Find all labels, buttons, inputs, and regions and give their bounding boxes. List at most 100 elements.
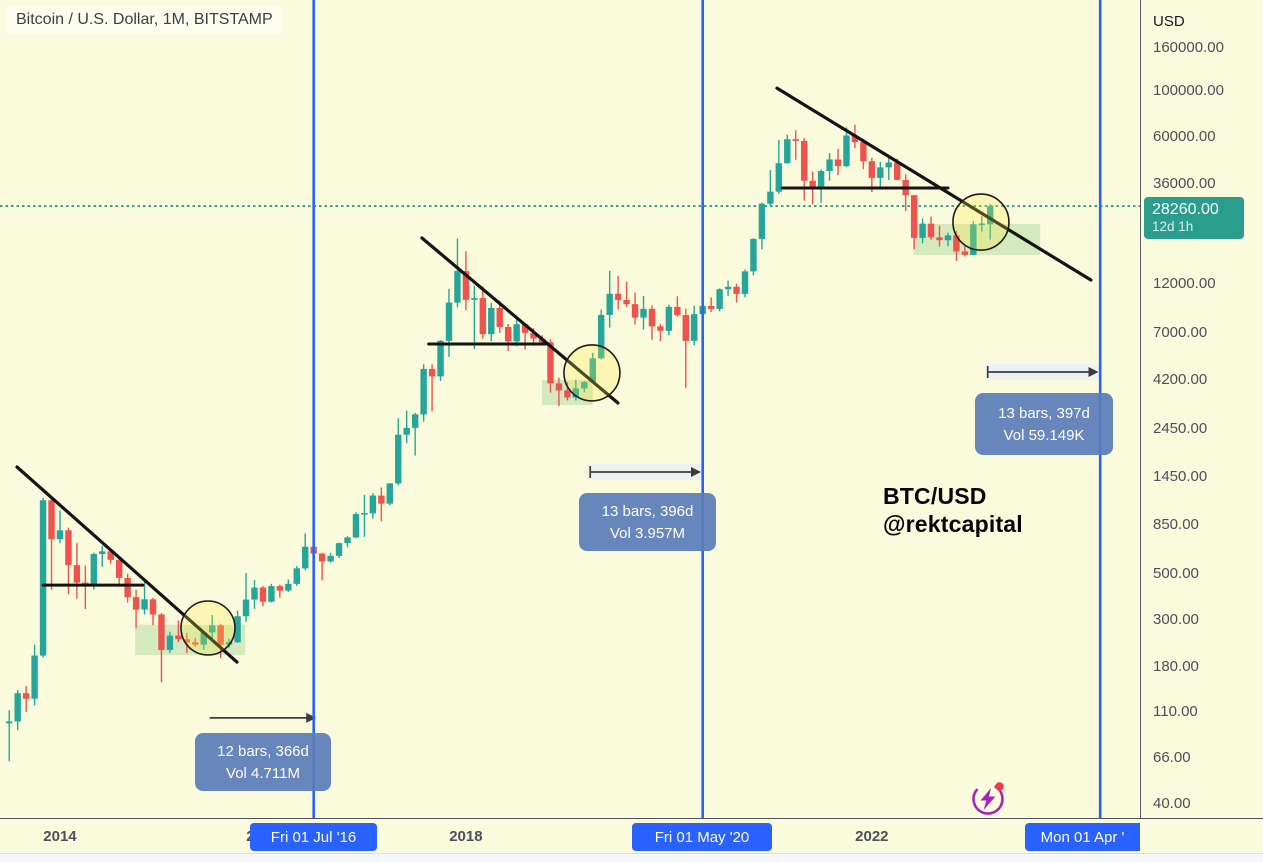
candlestick-chart[interactable] [0, 0, 1140, 818]
candle-body [970, 224, 977, 255]
candle-body [200, 632, 207, 645]
halving-date-badge-3: Mon 01 Apr ' [1025, 823, 1140, 851]
candle-body [352, 514, 360, 538]
candle-body [285, 583, 292, 591]
candle-body [276, 586, 284, 591]
candle-body [953, 235, 960, 252]
candle-body [234, 616, 241, 643]
candle-body [124, 577, 131, 598]
candle-body [479, 298, 487, 335]
candle-body [242, 599, 250, 617]
candle-body [961, 251, 969, 255]
candle-body [158, 614, 165, 650]
halving-date-badge-1: Fri 01 Jul '16 [250, 823, 377, 851]
rektcapital-logo-icon [966, 777, 1010, 818]
candle-body [335, 543, 343, 556]
candle-body [56, 530, 64, 540]
breakout-circle-drawing[interactable] [952, 193, 1010, 251]
currency-label: USD [1153, 13, 1185, 30]
price-tick-label: 60000.00 [1153, 128, 1216, 146]
measure-volume-text: Vol 3.957M [609, 524, 686, 542]
measure-arrowhead-icon [1088, 367, 1099, 378]
candle-body [894, 162, 901, 180]
candle-body [149, 599, 157, 615]
measure-arrowhead-icon [306, 712, 317, 723]
candle-body [598, 314, 605, 359]
candle-body [521, 324, 529, 333]
symbol-legend[interactable]: Bitcoin / U.S. Dollar, 1M, BITSTAMP [6, 6, 283, 34]
candlestick-series[interactable] [6, 124, 994, 762]
bar-countdown: 12d 1h [1152, 219, 1194, 234]
candle-body [614, 293, 622, 301]
price-tick-label: 7000.00 [1153, 324, 1208, 342]
year-tick-label: 2018 [449, 828, 483, 845]
candle-body [141, 599, 148, 610]
downtrend-line-drawing[interactable] [15, 465, 239, 664]
breakout-circle-drawing[interactable] [180, 600, 236, 656]
candle-body [488, 307, 495, 335]
candle-body [707, 305, 715, 309]
price-tick-label: 180.00 [1153, 657, 1199, 675]
candle-body [411, 414, 419, 428]
candle-body [530, 332, 537, 339]
candle-body [682, 315, 689, 341]
candle-body [572, 388, 580, 398]
candle-body [885, 162, 892, 168]
watermark-symbol: BTC/USD [883, 483, 987, 509]
candle-body [107, 551, 114, 560]
candle-body [344, 537, 351, 544]
candle-body [674, 306, 681, 316]
candle-body [640, 308, 647, 318]
candle-body [420, 368, 427, 415]
candle-body [496, 307, 503, 327]
price-tick-label: 12000.00 [1153, 275, 1216, 293]
candle-body [750, 238, 757, 272]
candle-body [445, 302, 453, 341]
candle-body [403, 427, 410, 435]
candle-body [132, 597, 140, 610]
candle-body [175, 635, 182, 640]
candle-body [471, 298, 478, 300]
candle-body [547, 342, 554, 384]
candle-body [860, 142, 867, 162]
chart-pane[interactable]: Bitcoin / U.S. Dollar, 1M, BITSTAMP BTC/… [0, 0, 1140, 818]
candle-body [589, 358, 596, 383]
measure-arrowhead-icon [691, 466, 702, 477]
downtrend-line-drawing[interactable] [775, 86, 1093, 282]
candle-body [724, 286, 732, 290]
price-tick-label: 36000.00 [1153, 174, 1216, 192]
price-axis[interactable]: USD 28260.00 12d 1h 160000.00 100000.00 60… [1140, 0, 1263, 818]
measure-label-3[interactable]: 13 bars, 397d Vol 59.149K [975, 393, 1113, 455]
measure-label-2[interactable]: 13 bars, 396d Vol 3.957M [579, 493, 716, 551]
candle-body [919, 223, 926, 238]
accumulation-zone-box[interactable] [135, 624, 246, 656]
halving-date-text: Fri 01 May '20 [654, 828, 750, 846]
candle-body [259, 587, 267, 602]
halving-date-text: Fri 01 Jul '16 [270, 828, 357, 846]
window-bottom-strip [0, 853, 1263, 862]
price-tick-label: 2450.00 [1153, 419, 1208, 437]
candle-body [775, 163, 783, 192]
candle-body [648, 308, 656, 327]
year-tick-label: 2022 [855, 828, 889, 845]
candle-body [293, 568, 300, 584]
price-tick-label: 4200.00 [1153, 370, 1208, 388]
breakout-circle-drawing[interactable] [563, 344, 621, 402]
candle-body [741, 271, 749, 294]
candle-body [817, 171, 825, 187]
measure-label-1[interactable]: 12 bars, 366d Vol 4.711M [195, 733, 331, 791]
candle-body [6, 721, 13, 724]
candle-body [665, 306, 673, 331]
last-price-value: 28260.00 [1152, 201, 1219, 218]
price-tick-label: 850.00 [1153, 516, 1199, 534]
candle-body [716, 289, 723, 309]
symbol-title: Bitcoin / U.S. Dollar, 1M, BITSTAMP [16, 11, 273, 28]
candle-body [166, 635, 174, 650]
candle-body [978, 223, 985, 226]
candle-body [851, 135, 859, 143]
candle-body [843, 135, 850, 167]
downtrend-line-drawing[interactable] [420, 236, 620, 405]
candle-body [73, 565, 81, 583]
year-tick-label: 2014 [43, 828, 77, 845]
